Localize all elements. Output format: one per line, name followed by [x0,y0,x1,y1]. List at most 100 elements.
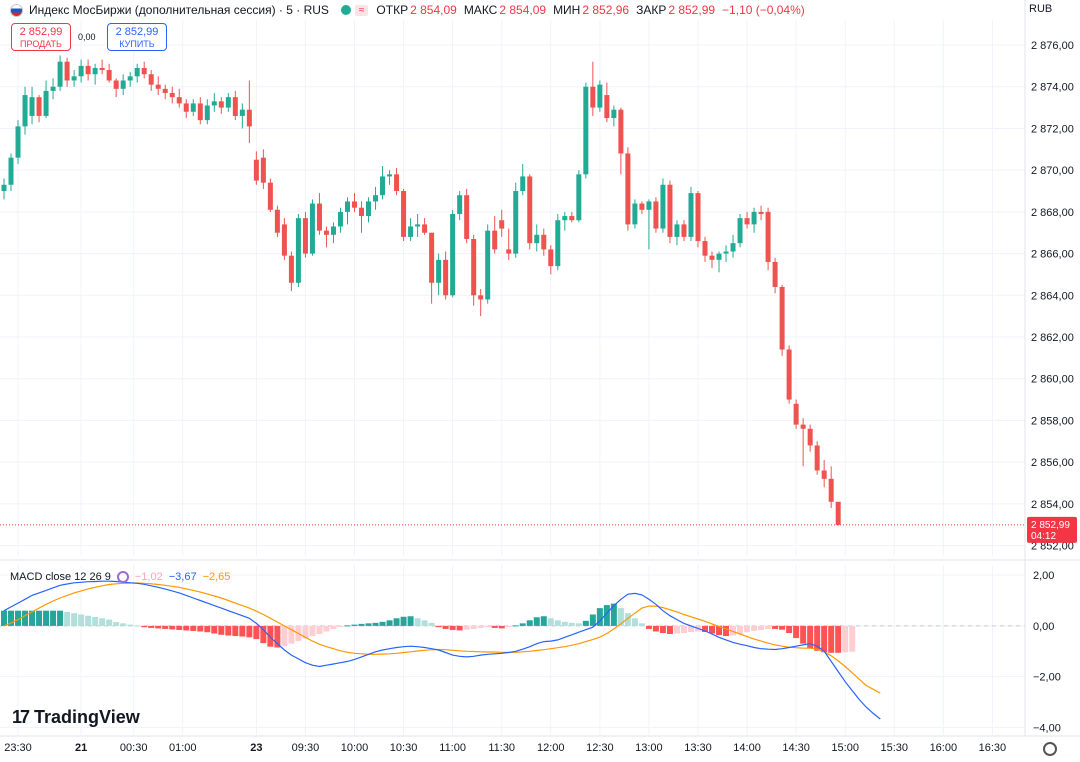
high-label: МАКС [463,3,498,17]
macd-histogram-bar [807,625,814,649]
candle-body [85,65,91,75]
candle-body [169,92,175,98]
time-tick-label[interactable]: 15:30 [881,742,909,754]
macd-histogram-bar [680,625,687,633]
macd-histogram-bar [197,625,204,632]
time-tick-label[interactable]: 23:30 [4,742,32,754]
macd-tick-label[interactable]: −4,00 [1033,722,1061,734]
time-tick-label[interactable]: 10:00 [341,742,369,754]
price-tick-label[interactable]: 2 870,00 [1031,165,1074,177]
candle-body [702,241,708,256]
macd-histogram-bar [716,625,723,636]
market-status-icon[interactable] [340,5,351,15]
macd-tick-label[interactable]: −2,00 [1033,672,1061,684]
candle-body [204,105,210,121]
macd-histogram-bar [253,625,260,640]
candle-body [176,97,182,104]
macd-histogram-bar [232,625,239,637]
time-tick-label[interactable]: 13:30 [684,742,712,754]
axes: 2 876,00 2 874,00 2 872,00 2 870,00 2 868,00… [4,40,1077,754]
time-tick-label[interactable]: 12:00 [537,742,565,754]
price-tick-label[interactable]: 2 852,00 [1031,541,1074,553]
macd-histogram-bar [540,616,547,626]
price-tick-label[interactable]: 2 856,00 [1031,457,1074,469]
time-tick-label[interactable]: 10:30 [390,742,418,754]
time-tick-label[interactable]: 12:30 [586,742,614,754]
macd-histogram-bar [666,625,673,635]
candle-body [765,211,771,262]
sell-button[interactable]: 2 852,99 ПРОДАТЬ [11,23,71,51]
macd-histogram-bar [779,625,786,630]
time-tick-label[interactable]: 21 [75,742,87,754]
candle-body [821,470,827,479]
candle-body [716,253,722,260]
candle-body [57,61,63,87]
macd-histogram-bar [709,625,716,634]
session-wave-icon[interactable]: ≈ [354,4,369,16]
macd-histogram-bar [407,616,414,626]
price-tick-label[interactable]: 2 858,00 [1031,415,1074,427]
time-tick-label[interactable]: 11:00 [439,742,466,754]
candle-body [295,218,301,283]
macd-histogram-bar [400,616,407,626]
candle-body [688,193,694,237]
candle-body [835,501,841,525]
macd-histogram-bar [786,625,793,633]
price-tick-label[interactable]: 2 868,00 [1031,207,1074,219]
candle-body [737,218,743,244]
price-tick-label[interactable]: 2 872,00 [1031,123,1074,135]
time-tick-label[interactable]: 16:00 [930,742,958,754]
time-tick-label[interactable]: 13:00 [635,742,663,754]
symbol-title[interactable]: Индекс МосБиржи (дополнительная сессия) … [29,3,329,17]
macd-histogram-bar [64,611,71,626]
candle-body [415,224,421,227]
time-tick-label[interactable]: 00:30 [120,742,148,754]
macd-histogram-bar [8,610,15,626]
candle-body [632,203,638,225]
macd-line [3,580,881,720]
candle-body [625,153,631,225]
price-tick-label[interactable]: 2 876,00 [1031,40,1074,52]
macd-histogram-bar [758,625,765,630]
macd-histogram-bar [246,625,253,638]
price-tick-label[interactable]: 2 864,00 [1031,290,1074,302]
macd-histogram-bar [106,619,113,626]
candle-body [344,201,350,212]
spread-value: 0,00 [78,32,96,42]
time-tick-label[interactable]: 01:00 [169,742,197,754]
price-tick-label[interactable]: 2 862,00 [1031,332,1074,344]
candle-body [814,445,820,471]
candle-body [709,255,715,260]
candle-body [576,174,582,221]
time-tick-label[interactable]: 11:30 [488,742,515,754]
time-tick-label[interactable]: 15:00 [831,742,859,754]
candle-body [793,403,799,425]
price-tick-label[interactable]: 2 874,00 [1031,82,1074,94]
candle-body [779,286,785,350]
price-tick-label[interactable]: 2 866,00 [1031,249,1074,261]
currency-label[interactable]: RUB [1029,3,1053,15]
price-tick-label[interactable]: 2 860,00 [1031,374,1074,386]
candle-body [274,209,280,233]
price-tick-label[interactable]: 2 854,00 [1031,499,1074,511]
candle-body [197,103,203,121]
last-price-tag[interactable] [1027,516,1077,543]
time-tick-label[interactable]: 09:30 [292,742,320,754]
macd-title[interactable]: MACD close 12 26 9 [10,571,111,583]
macd-histogram-bar [526,620,533,626]
chart-settings-icon[interactable] [1043,742,1057,756]
macd-tick-label[interactable]: 2,00 [1033,570,1054,582]
macd-histogram-bar [442,625,449,629]
candle-body [723,251,729,254]
macd-histogram-bar [50,610,57,626]
settings-icon[interactable] [116,571,129,583]
time-tick-label[interactable]: 23 [250,742,262,754]
buy-button[interactable]: 2 852,99 КУПИТЬ [107,23,167,51]
tradingview-logo[interactable]: 17 TradingView [12,707,140,728]
time-tick-label[interactable]: 14:00 [733,742,761,754]
time-tick-label[interactable]: 14:30 [782,742,810,754]
time-tick-label[interactable]: 16:30 [979,742,1007,754]
macd-tick-label[interactable]: 0,00 [1033,621,1054,633]
macd-histogram-bar [204,625,211,633]
